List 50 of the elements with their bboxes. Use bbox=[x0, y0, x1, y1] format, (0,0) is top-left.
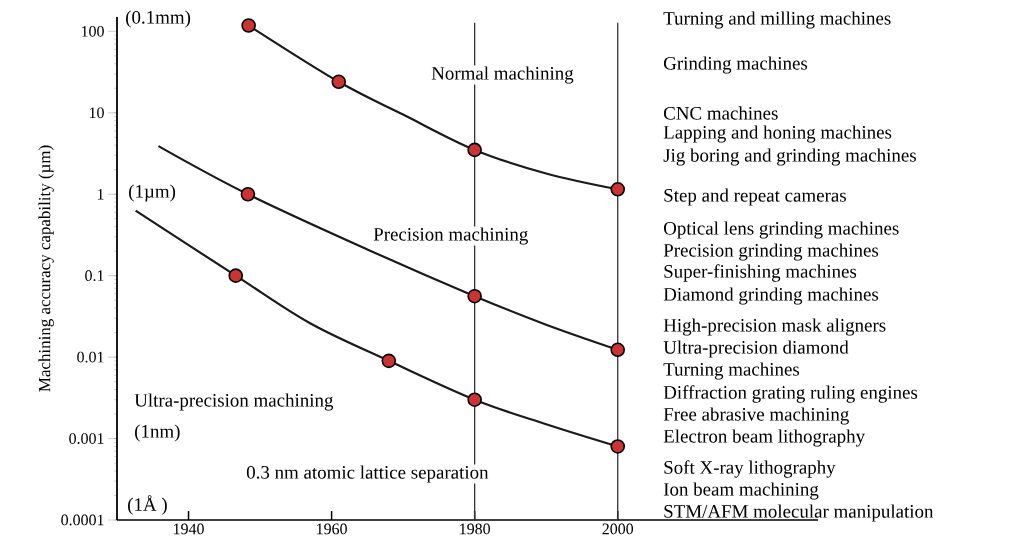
annotation: Ultra-precision machining bbox=[134, 393, 334, 411]
x-tick-label: 2000 bbox=[602, 523, 634, 535]
y-tick-label: 1 bbox=[97, 188, 104, 200]
point bbox=[228, 268, 244, 283]
annotation: STM/AFM molecular manipulation bbox=[664, 504, 934, 522]
point bbox=[331, 74, 347, 90]
annotation: (1µm) bbox=[129, 184, 176, 202]
annotation: High-precision mask aligners bbox=[663, 318, 886, 336]
y-tick-label: 0.001 bbox=[69, 433, 104, 444]
point bbox=[241, 18, 256, 33]
annotation: (1nm) bbox=[135, 424, 180, 442]
annotation: Grinding machines bbox=[663, 56, 808, 74]
annotation: Precision machining bbox=[373, 227, 528, 245]
point bbox=[610, 342, 626, 358]
annotation: Diamond grinding machines bbox=[663, 287, 879, 305]
x-tick-label: 1940 bbox=[174, 523, 204, 535]
y-tick-label: 0.0001 bbox=[61, 514, 104, 526]
annotation: Ultra-precision diamond bbox=[663, 340, 849, 358]
point bbox=[240, 186, 256, 202]
point bbox=[381, 353, 397, 369]
y-tick-label: 0.01 bbox=[77, 351, 104, 363]
annotation: 0.3 nm atomic lattice separation bbox=[246, 465, 489, 483]
y-tick-label: 10 bbox=[89, 107, 104, 119]
annotation: Diffraction grating ruling engines bbox=[663, 385, 918, 403]
annotation: Turning and milling machines bbox=[663, 11, 891, 29]
annotation: Ion beam machining bbox=[663, 482, 819, 500]
annotation: CNC machines bbox=[663, 106, 778, 120]
point bbox=[467, 392, 482, 407]
annotation: Soft X-ray lithography bbox=[664, 460, 836, 478]
y-tick-label: 0.1 bbox=[85, 270, 104, 282]
annotation: Super-finishing machines bbox=[664, 264, 857, 282]
annotation: Step and repeat cameras bbox=[664, 188, 846, 206]
point bbox=[610, 439, 626, 454]
point bbox=[467, 288, 482, 304]
annotation: Free abrasive machining bbox=[663, 407, 849, 425]
annotation: Jig boring and grinding machines bbox=[663, 148, 916, 166]
annotation: Electron beam lithography bbox=[663, 429, 866, 447]
x-tick-label: 1960 bbox=[317, 523, 347, 535]
y-axis-title: Machining accuracy capability (µm) bbox=[38, 145, 54, 392]
x-tick-label: 1980 bbox=[460, 523, 490, 535]
annotation: Lapping and honing machines bbox=[663, 125, 892, 143]
point bbox=[467, 142, 482, 158]
point bbox=[610, 181, 626, 197]
annotation: (0.1mm) bbox=[126, 10, 191, 28]
annotation: (1Å ) bbox=[128, 495, 167, 515]
y-tick-label: 100 bbox=[81, 25, 104, 37]
annotation: Optical lens grinding machines bbox=[663, 221, 899, 239]
annotation: Turning machines bbox=[663, 362, 800, 380]
annotation: Normal machining bbox=[431, 66, 574, 84]
annotation: Precision grinding machines bbox=[663, 243, 879, 261]
